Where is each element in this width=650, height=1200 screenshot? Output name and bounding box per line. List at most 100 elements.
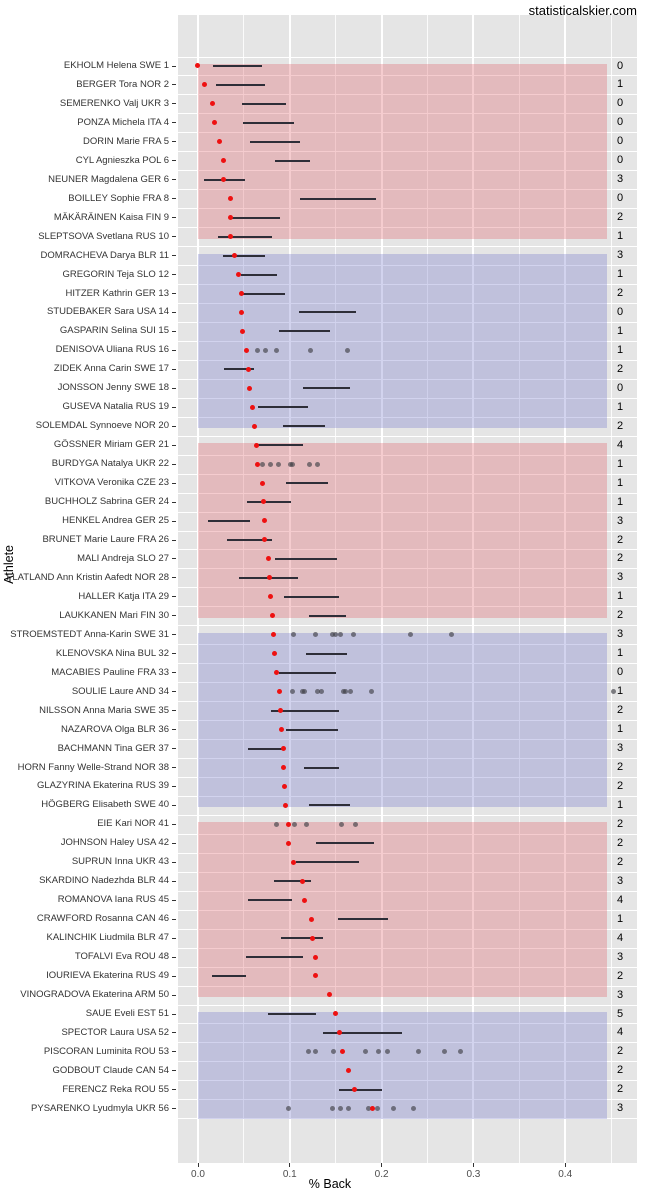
median-point [266, 556, 272, 562]
median-point [271, 651, 277, 657]
median-point [262, 537, 268, 543]
median-point [239, 309, 245, 315]
y-axis-tick [171, 748, 176, 750]
gridline-horizontal [178, 795, 637, 797]
gridline-horizontal [178, 625, 637, 627]
median-point [261, 499, 267, 505]
median-point [282, 802, 288, 808]
athlete-label: SOULIE Laure AND 34 [71, 685, 169, 697]
race-point [338, 821, 344, 827]
race-point [346, 1106, 352, 1112]
median-point [278, 727, 284, 732]
range-segment [275, 159, 310, 162]
y-axis-tick [171, 463, 176, 465]
race-point [448, 632, 454, 638]
right-value-label: 0 [616, 135, 624, 148]
gridline-horizontal [178, 682, 637, 684]
range-segment [245, 956, 303, 959]
median-point [309, 916, 315, 922]
gridline-horizontal [178, 1118, 637, 1120]
race-point [376, 1049, 382, 1055]
plot-panel [178, 15, 637, 1163]
y-axis-tick [171, 1108, 176, 1110]
athlete-label: VINOGRADOVA Ekaterina ARM 50 [20, 989, 169, 1001]
race-point [384, 1049, 390, 1055]
race-point [274, 347, 280, 353]
gridline-major [380, 15, 383, 1163]
median-point [280, 745, 286, 751]
right-value-label: 2 [616, 211, 624, 224]
gridline-horizontal [178, 113, 637, 115]
median-point [221, 177, 227, 183]
y-axis-tick [171, 1032, 176, 1034]
gridline-horizontal [178, 739, 637, 741]
race-point [290, 689, 296, 695]
gridline-minor [427, 15, 428, 1163]
right-value-label: 1 [616, 78, 624, 91]
gridline-horizontal [178, 777, 637, 778]
range-segment [242, 102, 287, 105]
race-point [308, 347, 314, 353]
right-value-label: 0 [616, 381, 624, 394]
race-point [301, 689, 307, 695]
y-axis-tick [171, 842, 176, 844]
median-point [300, 878, 306, 884]
right-value-label: 1 [616, 798, 624, 811]
gridline-horizontal [178, 94, 637, 96]
gridline-horizontal [178, 1042, 637, 1044]
x-axis-tick [564, 1163, 566, 1167]
right-value-label: 1 [616, 685, 624, 698]
gridline-minor [335, 15, 337, 1163]
range-segment [227, 539, 273, 541]
y-axis-tick [171, 520, 176, 522]
right-value-label: 1 [616, 324, 624, 337]
y-axis-tick [171, 425, 176, 427]
gridline-horizontal [178, 530, 637, 532]
median-point [240, 328, 246, 334]
y-axis-tick [171, 501, 176, 503]
right-value-label: 4 [616, 1026, 624, 1039]
y-axis-tick [171, 1013, 176, 1015]
range-segment [322, 1031, 402, 1034]
y-axis-tick [171, 691, 176, 693]
x-axis-tick-label: 0.1 [282, 1169, 297, 1180]
range-segment [242, 121, 295, 124]
median-point [281, 783, 287, 789]
athlete-label: HÖGBERG Elisabeth SWE 40 [41, 799, 169, 811]
athlete-label: PONZA Michela ITA 4 [77, 116, 169, 128]
range-segment [211, 975, 246, 978]
race-point [337, 632, 343, 638]
median-point [228, 234, 234, 240]
median-point [262, 518, 268, 524]
range-segment [246, 501, 291, 504]
gridline-horizontal [178, 416, 637, 418]
right-value-label: 3 [616, 950, 624, 963]
race-point [318, 689, 324, 695]
gridline-horizontal [178, 378, 637, 380]
gridline-minor [518, 15, 520, 1163]
gridline-horizontal [178, 246, 637, 248]
range-segment [212, 65, 263, 67]
right-value-label: 5 [616, 1007, 624, 1020]
right-value-label: 2 [616, 362, 624, 375]
athlete-label: FLATLAND Ann Kristin Aafedt NOR 28 [6, 571, 169, 583]
athlete-label: SKARDINO Nadezhda BLR 44 [39, 875, 169, 887]
gridline-horizontal [178, 1023, 637, 1025]
y-axis-tick [171, 994, 176, 996]
median-point [352, 1087, 358, 1093]
race-point [255, 347, 261, 353]
athlete-label: BOILLEY Sophie FRA 8 [68, 192, 169, 204]
race-point [274, 821, 280, 827]
race-point [353, 821, 359, 827]
y-axis-tick [171, 444, 176, 446]
athlete-label: MALI Andreja SLO 27 [77, 552, 169, 564]
range-segment [278, 671, 336, 674]
median-point [250, 404, 256, 410]
athlete-label: CRAWFORD Rosanna CAN 46 [36, 913, 169, 925]
group-band [198, 1012, 607, 1119]
right-value-label: 4 [616, 931, 624, 944]
gridline-horizontal [178, 511, 637, 513]
right-value-label: 3 [616, 742, 624, 755]
right-value-label: 1 [616, 590, 624, 603]
gridline-horizontal [178, 1080, 637, 1082]
